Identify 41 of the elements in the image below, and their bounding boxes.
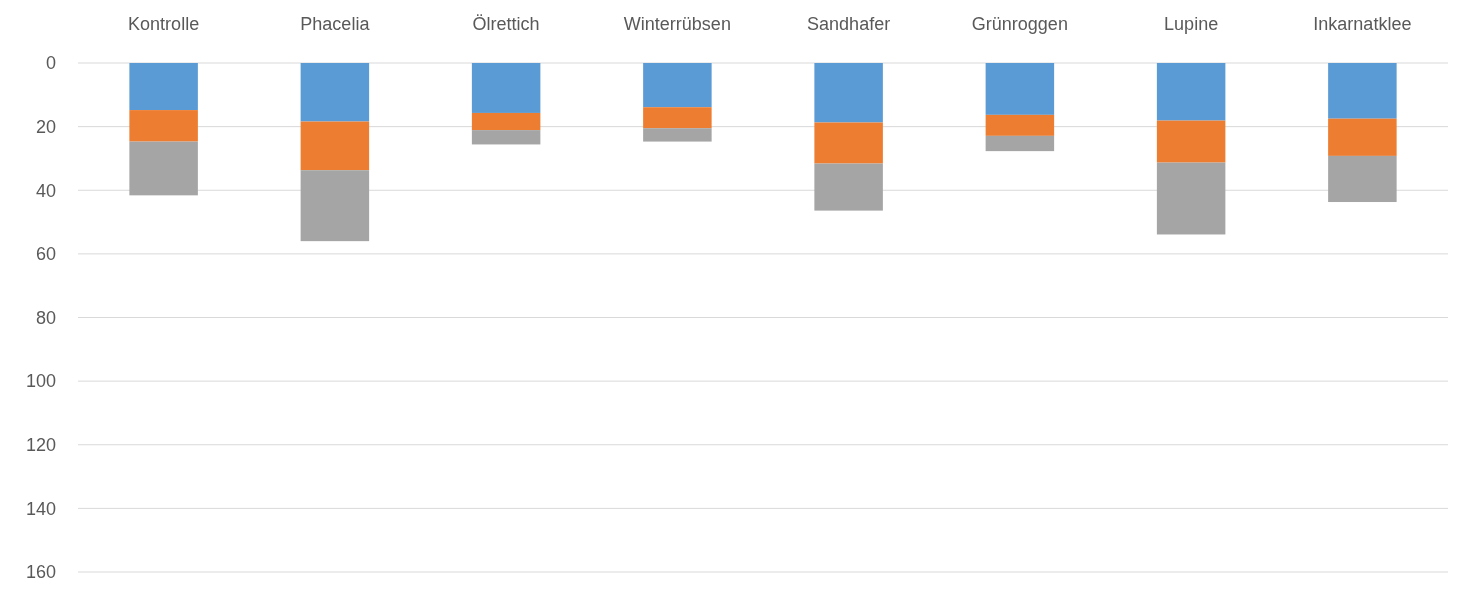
bar	[814, 122, 883, 164]
bar	[471, 130, 541, 145]
y-tick-label: 0	[45, 53, 56, 74]
bar	[814, 163, 883, 211]
bar	[643, 128, 712, 142]
bar	[300, 170, 370, 242]
y-tick-label: 40	[35, 180, 56, 201]
bar	[1156, 63, 1226, 121]
bar	[985, 114, 1055, 136]
y-tick-label: 100	[25, 371, 56, 392]
bar	[1156, 162, 1226, 235]
y-tick-label: 120	[25, 435, 56, 456]
bar	[471, 63, 541, 113]
bar	[1328, 155, 1397, 203]
x-tick-label: Winterrübsen	[623, 14, 731, 34]
y-tick-label: 20	[35, 116, 56, 137]
y-tick-label: 140	[25, 498, 56, 519]
y-tick-label: 60	[35, 244, 56, 265]
x-tick-label: Inkarnatklee	[1313, 14, 1412, 34]
bar	[129, 110, 198, 142]
x-tick-label: Sandhafer	[807, 14, 891, 34]
x-tick-label: Kontrolle	[128, 14, 200, 34]
x-tick-label: Grünroggen	[971, 14, 1068, 34]
bar	[1156, 120, 1226, 163]
bar	[129, 141, 198, 196]
y-tick-label: 80	[35, 307, 56, 328]
bar	[129, 63, 198, 111]
bar	[300, 121, 370, 171]
bar	[643, 107, 712, 129]
bar	[985, 63, 1055, 115]
y-tick-label: 160	[25, 562, 56, 583]
bar	[985, 135, 1055, 152]
x-tick-label: Phacelia	[300, 14, 371, 34]
bar	[1328, 63, 1397, 119]
x-tick-label: Lupine	[1164, 14, 1219, 34]
bar	[643, 63, 712, 108]
bar	[814, 63, 883, 123]
bar	[300, 63, 370, 122]
bar	[1328, 118, 1397, 156]
x-tick-label: Ölrettich	[472, 14, 540, 34]
bar	[471, 112, 541, 131]
